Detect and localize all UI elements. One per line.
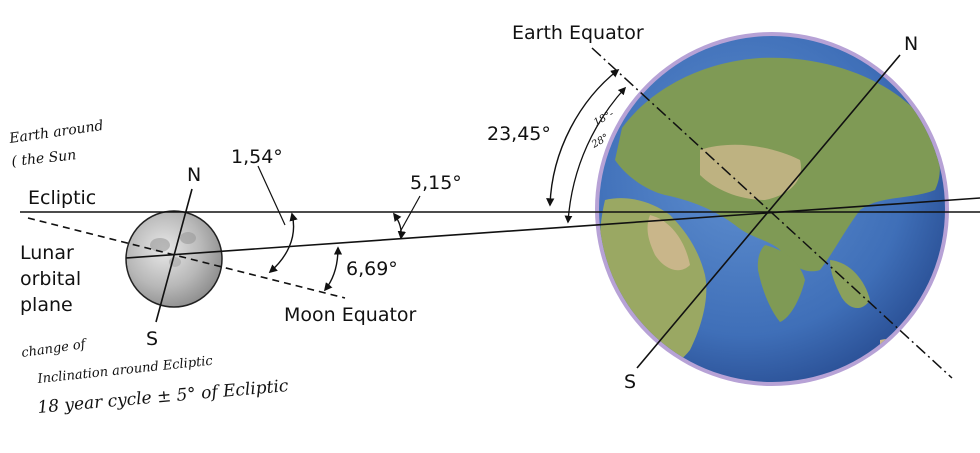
lunar-orbital-plane-label-1: Lunar xyxy=(20,242,74,264)
earth-south-label: S xyxy=(624,371,636,393)
moon-equator-label: Moon Equator xyxy=(284,304,417,326)
angle-23-45-label: 23,45° xyxy=(487,123,551,145)
leader-line-1-54 xyxy=(257,165,286,226)
moon-equator-line xyxy=(27,217,346,299)
earth-equator-label: Earth Equator xyxy=(512,22,644,44)
handwritten-earth-around-2: ( the Sun xyxy=(11,147,77,170)
angle-arc-18-28 xyxy=(564,86,627,224)
lunar-orbital-plane-line xyxy=(125,197,980,259)
earth-globe xyxy=(595,32,949,386)
earth-axis-line xyxy=(636,54,901,369)
handwritten-angle-range-top: 18°- xyxy=(592,108,616,128)
angle-1-54-label: 1,54° xyxy=(231,146,283,168)
angle-6-69-label: 6,69° xyxy=(346,258,398,280)
ecliptic-label: Ecliptic xyxy=(28,187,96,209)
handwritten-note-1: change of xyxy=(20,337,88,361)
moon-north-label: N xyxy=(187,164,201,186)
angle-arc-6-69 xyxy=(323,246,343,292)
handwritten-note-2: Inclination around Ecliptic xyxy=(36,354,214,387)
moon-globe xyxy=(125,210,223,308)
earth-north-label: N xyxy=(904,33,918,55)
moon-south-label: S xyxy=(146,328,158,350)
earth-equator-line xyxy=(591,47,953,379)
angle-arc-5-15 xyxy=(392,212,406,240)
angle-arc-1-54 xyxy=(268,212,298,274)
handwritten-earth-around-1: Earth around xyxy=(7,118,104,147)
lunar-orbital-plane-label-3: plane xyxy=(20,294,73,316)
moon-axis-line xyxy=(155,188,193,323)
leader-line-5-15 xyxy=(399,195,421,233)
angle-5-15-label: 5,15° xyxy=(410,172,462,194)
lunar-orbital-plane-label-2: orbital xyxy=(20,268,81,290)
